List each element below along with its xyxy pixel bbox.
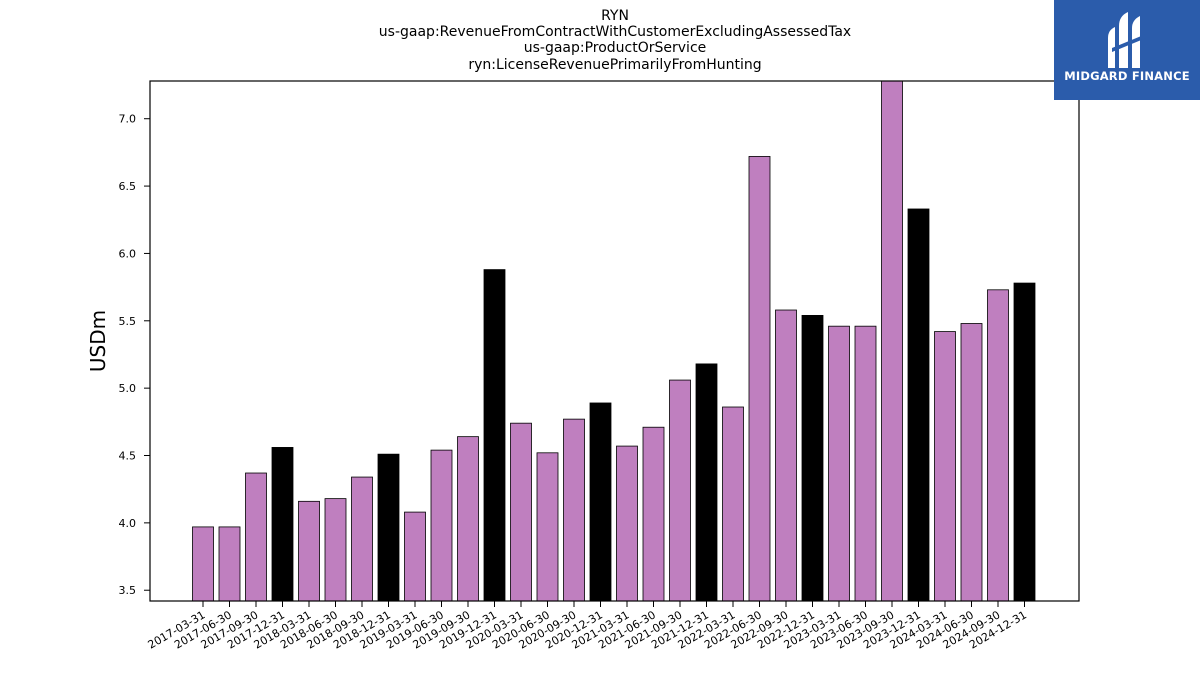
bar-2018-03-31 (298, 500, 320, 602)
bars-group (192, 80, 1036, 602)
bar-2022-12-31 (801, 314, 824, 602)
bar-2024-09-30 (987, 289, 1009, 602)
plot-frame (149, 80, 1080, 602)
bar-2020-09-30 (563, 418, 585, 602)
chart-title-line-3: us-gaap:ProductOrService (524, 40, 707, 56)
bar-2023-12-31 (907, 208, 930, 602)
y-axis-label: USDm (86, 310, 110, 372)
bar-2021-03-31 (616, 445, 638, 602)
bar-2024-12-31 (1013, 282, 1036, 602)
bar-2021-09-30 (669, 379, 691, 602)
midgard-logo-icon (1108, 12, 1146, 68)
y-tick-label: 4.5 (119, 450, 137, 463)
bar-2020-12-31 (589, 402, 612, 602)
bar-2019-12-31 (483, 269, 506, 602)
bar-2017-03-31 (192, 526, 214, 602)
chart-title-line-1: RYN (601, 8, 629, 24)
x-axis-ticks: 2017-03-312017-06-302017-09-302017-12-31… (146, 601, 1029, 652)
bar-2021-06-30 (642, 426, 665, 602)
bar-2018-09-30 (351, 476, 373, 602)
bar-2019-09-30 (457, 436, 479, 602)
bar-2018-06-30 (324, 498, 347, 602)
bar-2021-12-31 (695, 363, 718, 602)
y-tick-label: 7.0 (119, 113, 137, 126)
chart-title-line-2: us-gaap:RevenueFromContractWithCustomerE… (379, 24, 851, 40)
y-tick-label: 5.0 (119, 382, 137, 395)
bar-2019-06-30 (430, 449, 453, 602)
bar-2019-03-31 (404, 511, 426, 602)
bar-2023-03-31 (828, 325, 850, 602)
bar-2023-06-30 (854, 325, 877, 602)
bar-2024-03-31 (934, 331, 956, 602)
y-axis-ticks: 3.5 4.0 4.5 5.0 5.5 6.0 6.5 7.0 (119, 113, 150, 597)
bar-2024-06-30 (960, 323, 983, 602)
y-tick-label: 6.0 (119, 247, 137, 260)
bar-2017-06-30 (218, 526, 241, 602)
bar-2018-12-31 (377, 453, 400, 602)
bar-2022-09-30 (775, 309, 797, 602)
bar-2022-06-30 (748, 156, 771, 602)
brand-name: MIDGARD FINANCE (1064, 69, 1190, 83)
chart-title: RYN us-gaap:RevenueFromContractWithCusto… (379, 8, 851, 73)
chart-title-line-4: ryn:LicenseRevenuePrimarilyFromHunting (468, 57, 761, 73)
bar-2017-12-31 (271, 447, 294, 602)
y-tick-label: 4.0 (119, 517, 137, 530)
bar-2017-09-30 (245, 472, 267, 602)
bar-2020-06-30 (536, 452, 559, 602)
y-tick-label: 6.5 (119, 180, 137, 193)
brand-logo: MIDGARD FINANCE (1054, 0, 1200, 100)
y-tick-label: 3.5 (119, 584, 137, 597)
bar-2020-03-31 (510, 422, 532, 602)
bar-2023-09-30 (881, 80, 903, 602)
y-tick-label: 5.5 (119, 315, 137, 328)
bar-2022-03-31 (722, 406, 744, 602)
